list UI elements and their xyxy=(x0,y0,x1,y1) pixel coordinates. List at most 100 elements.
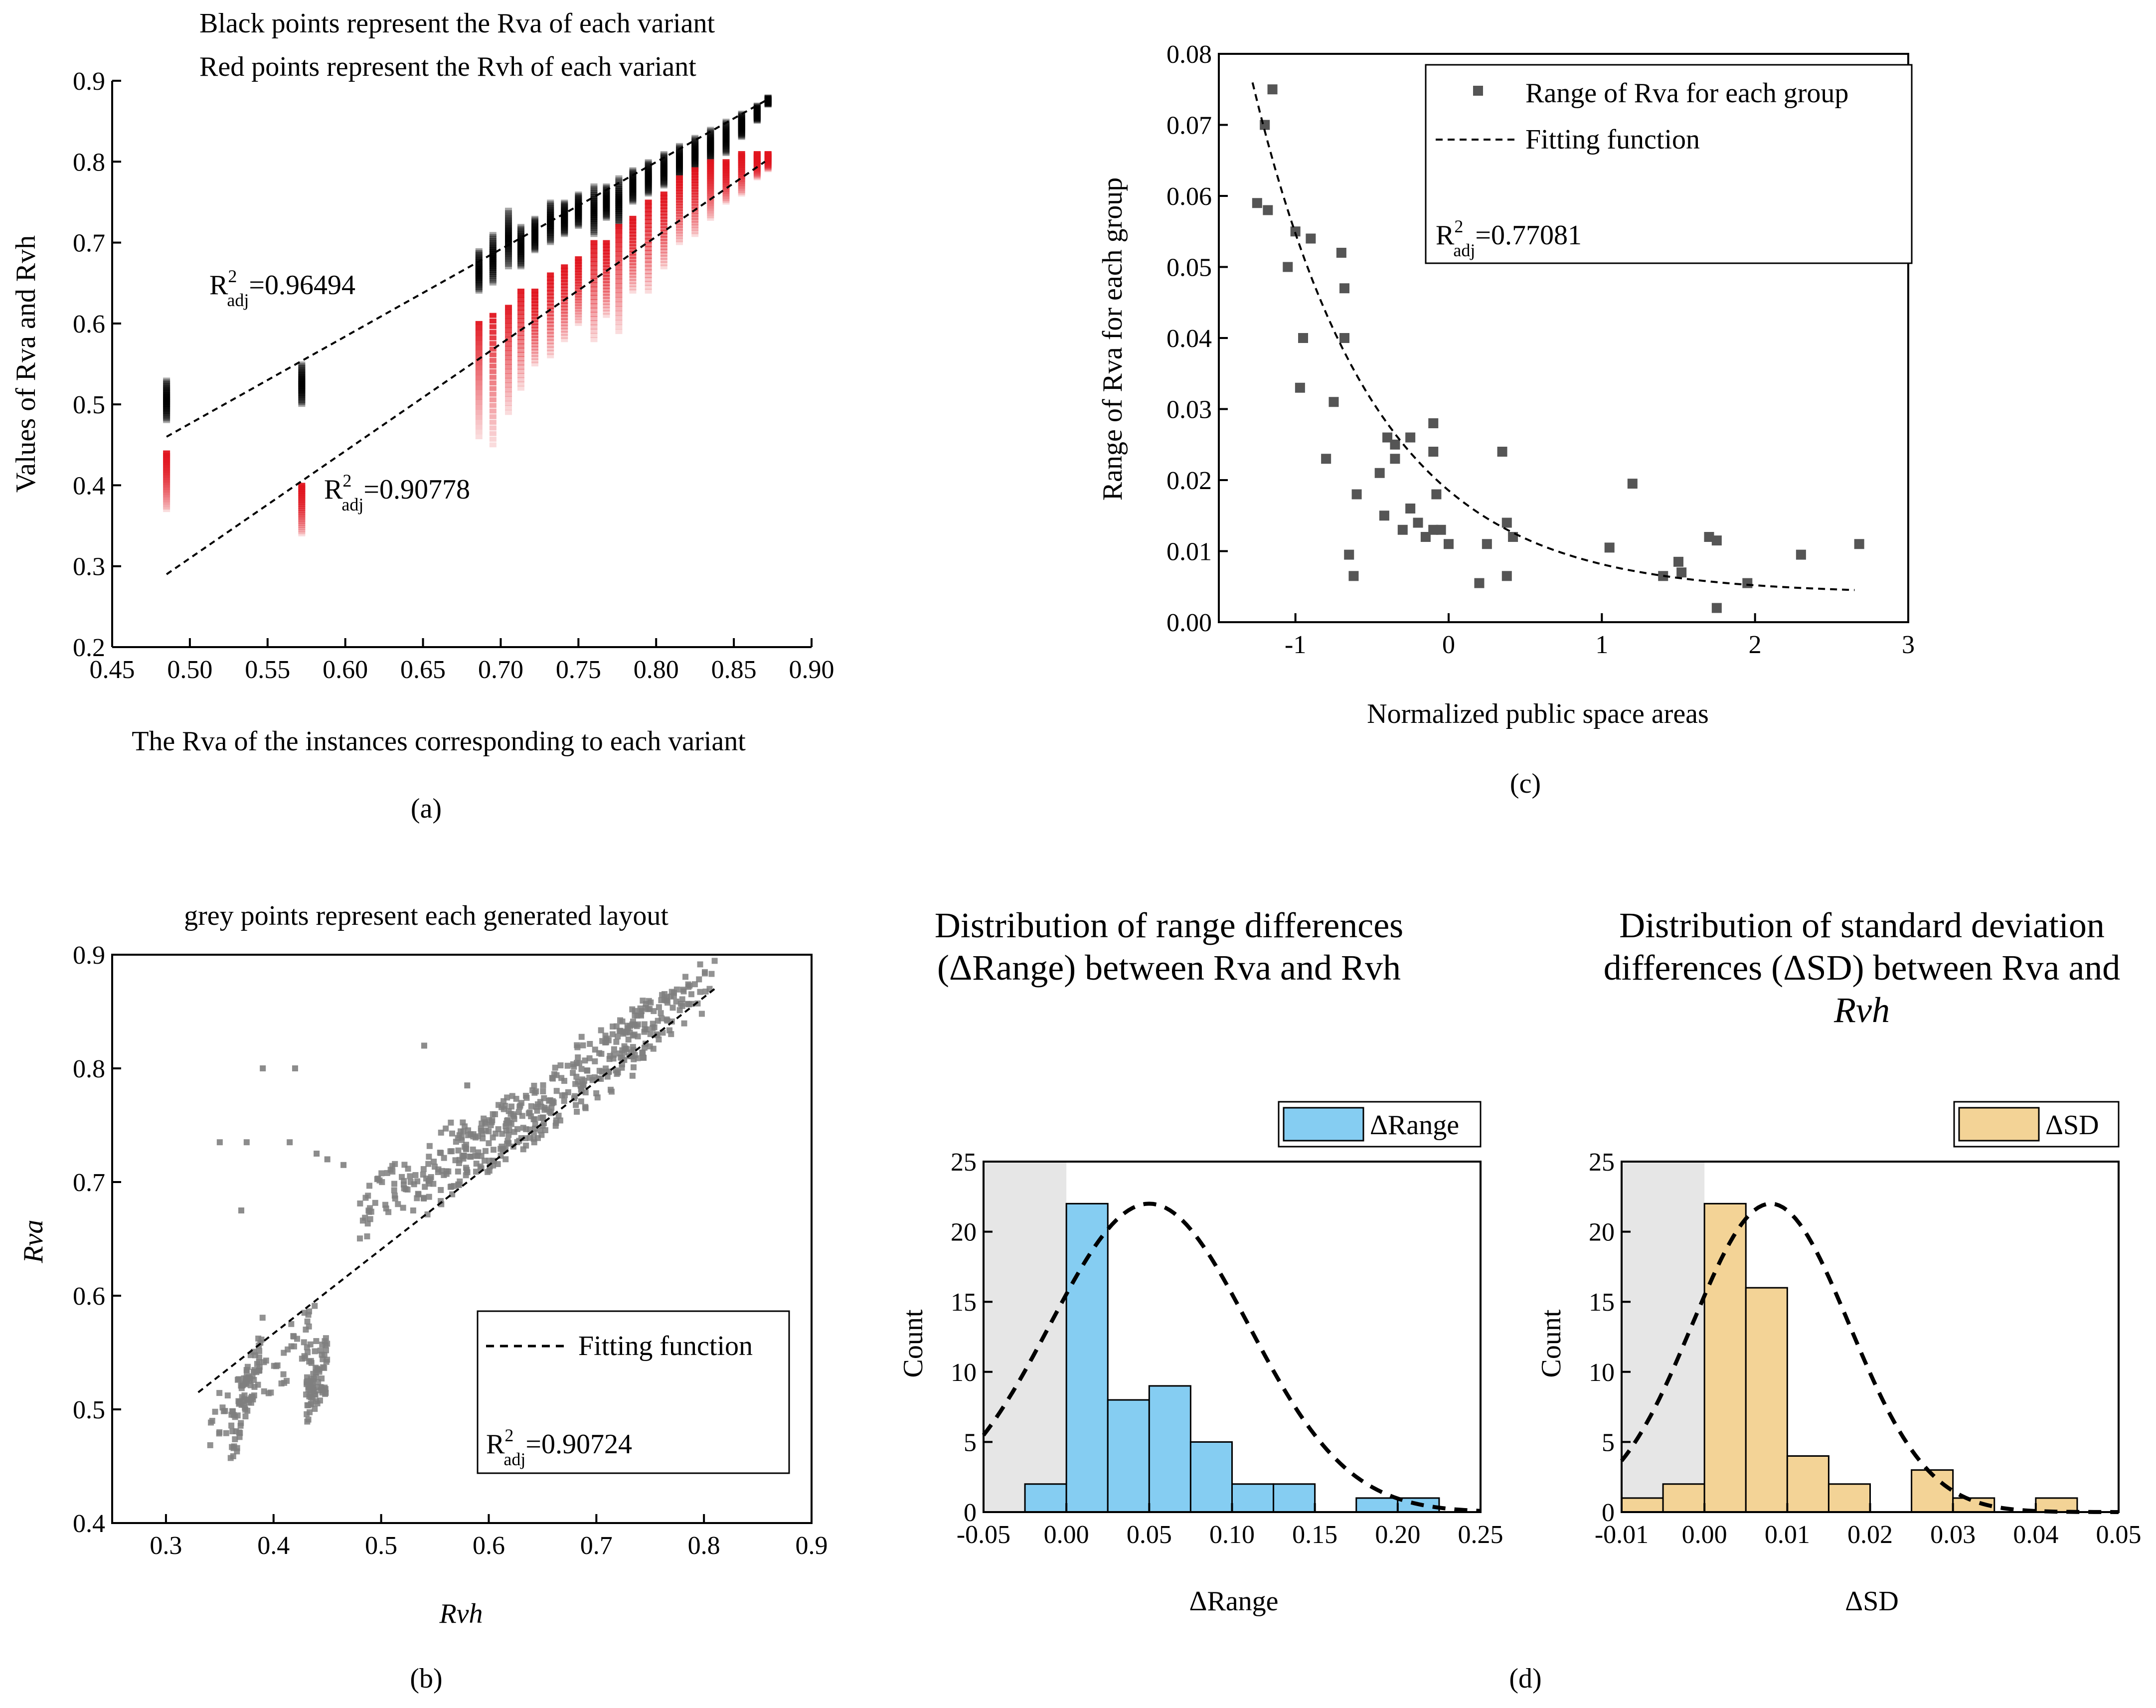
rvh-point xyxy=(675,178,683,183)
layout-point xyxy=(414,1178,421,1185)
layout-point xyxy=(615,1033,621,1040)
rvh-point xyxy=(517,364,524,370)
rvh-point xyxy=(691,195,699,200)
rvh-point xyxy=(475,399,483,405)
rvh-point xyxy=(722,194,730,199)
rvh-point xyxy=(645,281,652,286)
layout-point xyxy=(549,1075,556,1082)
layout-point xyxy=(244,1369,250,1375)
rva-point xyxy=(764,95,772,100)
rvh-point xyxy=(489,403,497,408)
rva-point xyxy=(561,202,568,208)
panel-b-x-tick-label: 0.4 xyxy=(257,1532,290,1560)
rva-point xyxy=(615,177,623,182)
rvh-point xyxy=(738,188,745,193)
panel-c-y-tick-label: 0.02 xyxy=(1166,467,1212,495)
rvh-point xyxy=(489,397,497,402)
rvh-point xyxy=(163,502,170,508)
rvh-point xyxy=(590,257,598,262)
rvh-point xyxy=(517,322,524,328)
group-range-point xyxy=(1474,578,1485,588)
layout-point xyxy=(254,1361,260,1367)
layout-point xyxy=(478,1125,484,1132)
rvh-point xyxy=(629,279,637,284)
rvh-point xyxy=(629,269,637,275)
rvh-point xyxy=(505,332,512,338)
rvh-point xyxy=(590,329,598,334)
panel-d-caption: (d) xyxy=(1509,1663,1541,1694)
rvh-point xyxy=(561,286,568,292)
panel-a-x-tick-label: 0.75 xyxy=(556,656,601,684)
layout-point xyxy=(668,1031,674,1037)
panel-b-x-tick-label: 0.5 xyxy=(365,1532,397,1560)
rvh-point xyxy=(561,270,568,276)
rva-point xyxy=(722,123,730,128)
panel-b-x-tick-label: 0.3 xyxy=(150,1532,182,1560)
rvh-point xyxy=(505,368,512,374)
rva-point xyxy=(298,361,306,366)
layout-point xyxy=(227,1455,234,1461)
rva-point xyxy=(675,143,683,148)
rvh-point xyxy=(707,201,714,206)
panel-a-fit-line-2 xyxy=(166,161,766,575)
layout-point xyxy=(490,1158,496,1164)
rvh-point xyxy=(517,318,524,324)
layout-point xyxy=(578,1066,585,1072)
rva-point xyxy=(575,224,582,229)
rvh-point xyxy=(660,220,667,225)
layout-point xyxy=(439,1168,445,1174)
rvh-point xyxy=(505,323,512,329)
rva-point xyxy=(738,114,745,119)
group-range-point xyxy=(1405,504,1416,513)
pd1-x-tick-label: 0.05 xyxy=(1127,1521,1172,1549)
group-range-point xyxy=(1501,517,1512,528)
rvh-point xyxy=(575,293,582,298)
layout-point xyxy=(538,1103,544,1110)
layout-point xyxy=(627,1023,634,1029)
layout-point xyxy=(479,1120,485,1127)
layout-point xyxy=(602,1032,609,1039)
rva-point xyxy=(489,278,497,284)
rvh-point xyxy=(517,351,524,357)
pd1-bar xyxy=(1024,1483,1067,1513)
layout-point xyxy=(481,1115,487,1122)
rvh-point xyxy=(575,312,582,318)
pd1-y-tick-label: 5 xyxy=(964,1428,977,1457)
layout-point xyxy=(391,1181,398,1187)
panel-b-frame xyxy=(111,954,813,1524)
rva-point xyxy=(575,222,582,228)
layout-point xyxy=(578,1033,585,1040)
layout-point xyxy=(598,1027,604,1033)
rvh-point xyxy=(489,335,497,341)
layout-point xyxy=(313,1338,320,1344)
pd2-x-tick-label: 0.02 xyxy=(1847,1521,1893,1549)
rvh-point xyxy=(489,425,497,431)
rvh-point xyxy=(675,186,683,192)
rvh-point xyxy=(615,292,623,298)
panel-a-points xyxy=(163,94,772,536)
rva-point xyxy=(475,253,483,259)
rvh-point xyxy=(517,373,524,378)
rva-point xyxy=(722,150,730,155)
rvh-point xyxy=(615,265,623,270)
layout-point xyxy=(391,1193,398,1199)
rvh-point xyxy=(505,337,512,342)
rvh-point xyxy=(629,238,637,243)
panel-c-y-tick-label: 0.08 xyxy=(1166,40,1212,69)
rvh-point xyxy=(590,286,598,292)
rva-point xyxy=(645,161,652,166)
rvh-point xyxy=(764,165,772,171)
rvh-point xyxy=(603,281,610,287)
rvh-point xyxy=(675,214,683,220)
panel-d2-x-label: ΔSD xyxy=(1845,1586,1899,1617)
rva-point xyxy=(163,379,170,384)
rvh-point xyxy=(645,288,652,294)
layout-point xyxy=(520,1146,526,1153)
rvh-point xyxy=(615,311,623,316)
group-range-point xyxy=(1267,84,1278,95)
layout-point xyxy=(321,1352,328,1359)
rvh-point xyxy=(645,234,652,240)
layout-point xyxy=(258,1337,265,1343)
pd1-y-tick-label: 20 xyxy=(951,1218,977,1247)
rvh-point xyxy=(590,337,598,342)
